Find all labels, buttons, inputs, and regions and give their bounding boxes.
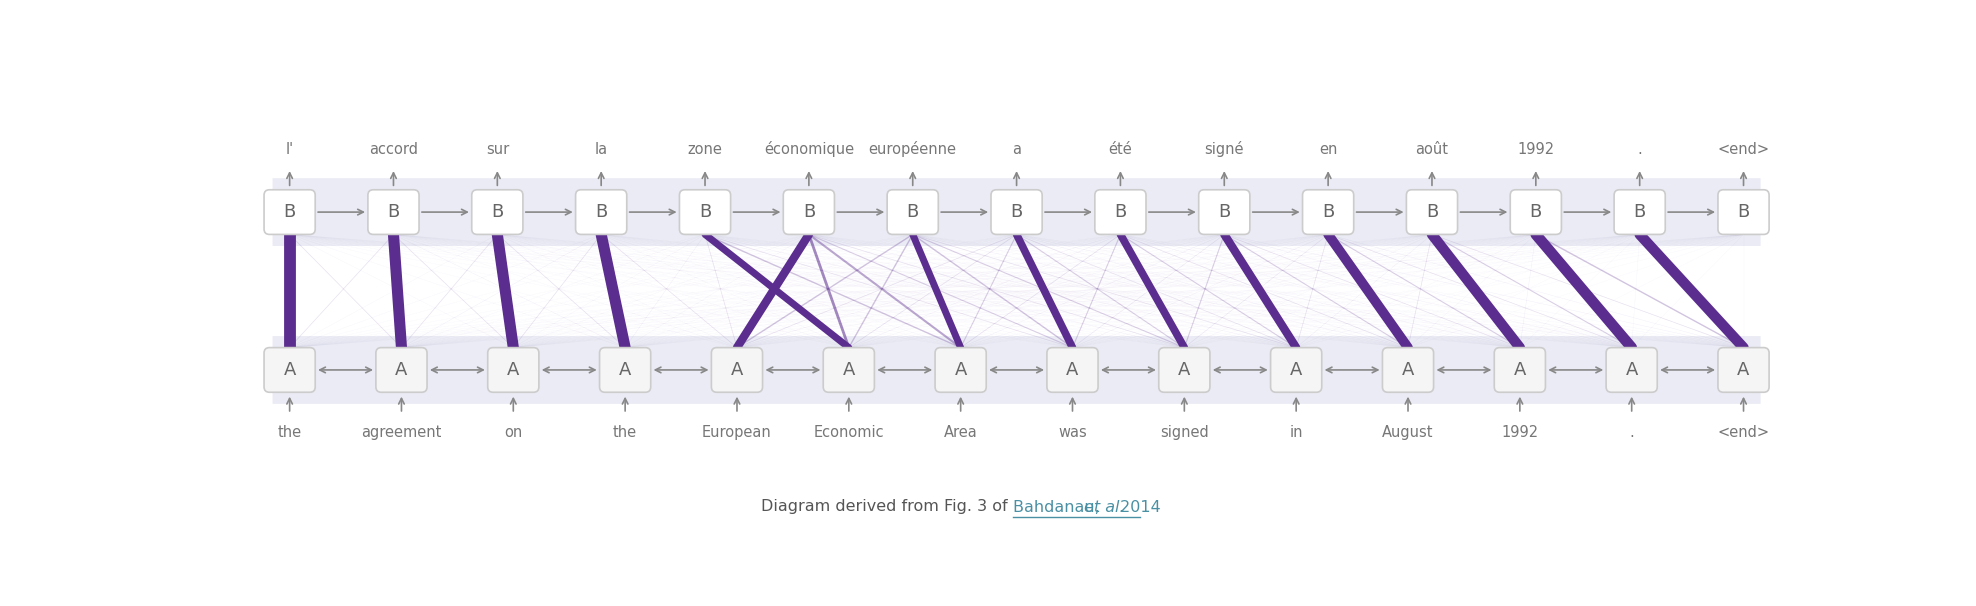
Text: B: B bbox=[1010, 203, 1024, 221]
Text: A: A bbox=[731, 361, 743, 379]
Text: A: A bbox=[954, 361, 966, 379]
FancyBboxPatch shape bbox=[599, 348, 650, 392]
FancyBboxPatch shape bbox=[368, 190, 419, 235]
Text: B: B bbox=[700, 203, 711, 221]
FancyBboxPatch shape bbox=[1606, 348, 1658, 392]
FancyBboxPatch shape bbox=[782, 190, 834, 235]
Text: l': l' bbox=[287, 142, 294, 158]
FancyBboxPatch shape bbox=[1047, 348, 1099, 392]
Text: A: A bbox=[1178, 361, 1190, 379]
Text: <end>: <end> bbox=[1717, 425, 1770, 439]
Text: accord: accord bbox=[370, 142, 419, 158]
Text: 2014: 2014 bbox=[1114, 499, 1160, 514]
FancyBboxPatch shape bbox=[1158, 348, 1209, 392]
FancyBboxPatch shape bbox=[1510, 190, 1561, 235]
FancyBboxPatch shape bbox=[1407, 190, 1458, 235]
Text: Diagram derived from Fig. 3 of: Diagram derived from Fig. 3 of bbox=[761, 499, 1012, 514]
Text: .: . bbox=[1638, 142, 1642, 158]
FancyBboxPatch shape bbox=[488, 348, 539, 392]
Text: <end>: <end> bbox=[1717, 142, 1770, 158]
Text: the: the bbox=[277, 425, 302, 439]
FancyBboxPatch shape bbox=[1383, 348, 1433, 392]
Text: août: août bbox=[1415, 142, 1448, 158]
Text: A: A bbox=[618, 361, 630, 379]
FancyBboxPatch shape bbox=[1717, 348, 1769, 392]
Text: in: in bbox=[1290, 425, 1302, 439]
Text: B: B bbox=[907, 203, 919, 221]
Text: économique: économique bbox=[765, 141, 854, 158]
FancyBboxPatch shape bbox=[1271, 348, 1322, 392]
Text: August: August bbox=[1383, 425, 1435, 439]
FancyBboxPatch shape bbox=[1717, 190, 1769, 235]
Text: en: en bbox=[1318, 142, 1338, 158]
FancyBboxPatch shape bbox=[273, 178, 1761, 246]
Text: 1992: 1992 bbox=[1518, 142, 1555, 158]
Text: été: été bbox=[1109, 142, 1132, 158]
Text: A: A bbox=[1626, 361, 1638, 379]
Text: B: B bbox=[1427, 203, 1439, 221]
Text: .: . bbox=[1630, 425, 1634, 439]
FancyBboxPatch shape bbox=[711, 348, 763, 392]
Text: European: European bbox=[701, 425, 773, 439]
Text: B: B bbox=[802, 203, 814, 221]
FancyBboxPatch shape bbox=[1494, 348, 1545, 392]
Text: on: on bbox=[504, 425, 522, 439]
Text: signé: signé bbox=[1205, 141, 1245, 158]
FancyBboxPatch shape bbox=[265, 190, 316, 235]
Text: agreement: agreement bbox=[362, 425, 443, 439]
FancyBboxPatch shape bbox=[1302, 190, 1354, 235]
FancyBboxPatch shape bbox=[1095, 190, 1146, 235]
FancyBboxPatch shape bbox=[375, 348, 427, 392]
Text: A: A bbox=[283, 361, 296, 379]
FancyBboxPatch shape bbox=[575, 190, 626, 235]
FancyBboxPatch shape bbox=[935, 348, 986, 392]
FancyBboxPatch shape bbox=[992, 190, 1041, 235]
Text: Diagram derived from Fig. 3 of Bahdanau, et al. 2014: Diagram derived from Fig. 3 of Bahdanau,… bbox=[798, 499, 1227, 514]
Text: B: B bbox=[1114, 203, 1126, 221]
FancyBboxPatch shape bbox=[887, 190, 939, 235]
Text: zone: zone bbox=[688, 142, 723, 158]
Text: A: A bbox=[508, 361, 520, 379]
Text: A: A bbox=[1401, 361, 1415, 379]
Text: A: A bbox=[1514, 361, 1525, 379]
FancyBboxPatch shape bbox=[472, 190, 524, 235]
Text: B: B bbox=[1737, 203, 1749, 221]
FancyBboxPatch shape bbox=[1614, 190, 1666, 235]
Text: B: B bbox=[1634, 203, 1646, 221]
FancyBboxPatch shape bbox=[1199, 190, 1251, 235]
Text: A: A bbox=[395, 361, 407, 379]
Text: européenne: européenne bbox=[869, 141, 956, 158]
Text: B: B bbox=[1529, 203, 1541, 221]
Text: A: A bbox=[1067, 361, 1079, 379]
Text: Bahdanau,: Bahdanau, bbox=[1012, 499, 1105, 514]
FancyBboxPatch shape bbox=[273, 336, 1761, 404]
Text: signed: signed bbox=[1160, 425, 1209, 439]
Text: la: la bbox=[595, 142, 609, 158]
FancyBboxPatch shape bbox=[265, 348, 316, 392]
Text: B: B bbox=[387, 203, 399, 221]
FancyBboxPatch shape bbox=[680, 190, 731, 235]
Text: 1992: 1992 bbox=[1502, 425, 1539, 439]
Text: A: A bbox=[1290, 361, 1302, 379]
FancyBboxPatch shape bbox=[824, 348, 875, 392]
Text: B: B bbox=[1217, 203, 1231, 221]
Text: a: a bbox=[1012, 142, 1022, 158]
Text: sur: sur bbox=[486, 142, 510, 158]
Text: was: was bbox=[1057, 425, 1087, 439]
Text: the: the bbox=[613, 425, 636, 439]
Text: B: B bbox=[1322, 203, 1334, 221]
Text: B: B bbox=[283, 203, 296, 221]
Text: A: A bbox=[842, 361, 856, 379]
Text: Economic: Economic bbox=[814, 425, 883, 439]
Text: B: B bbox=[492, 203, 504, 221]
Text: B: B bbox=[595, 203, 607, 221]
Text: A: A bbox=[1737, 361, 1749, 379]
Text: Area: Area bbox=[945, 425, 978, 439]
Text: et al.: et al. bbox=[1085, 499, 1124, 514]
